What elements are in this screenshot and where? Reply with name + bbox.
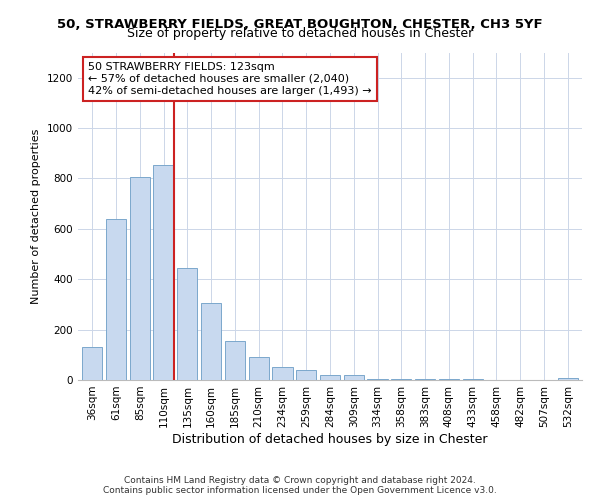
- Text: 50 STRAWBERRY FIELDS: 123sqm
← 57% of detached houses are smaller (2,040)
42% of: 50 STRAWBERRY FIELDS: 123sqm ← 57% of de…: [88, 62, 372, 96]
- Bar: [415, 378, 435, 380]
- Bar: [344, 375, 364, 380]
- Bar: [320, 376, 340, 380]
- Bar: [225, 341, 245, 380]
- Bar: [557, 378, 578, 380]
- Bar: [154, 164, 173, 380]
- Text: Size of property relative to detached houses in Chester: Size of property relative to detached ho…: [127, 28, 473, 40]
- Bar: [177, 268, 197, 380]
- Text: 50, STRAWBERRY FIELDS, GREAT BOUGHTON, CHESTER, CH3 5YF: 50, STRAWBERRY FIELDS, GREAT BOUGHTON, C…: [57, 18, 543, 30]
- Y-axis label: Number of detached properties: Number of detached properties: [31, 128, 41, 304]
- X-axis label: Distribution of detached houses by size in Chester: Distribution of detached houses by size …: [172, 432, 488, 446]
- Bar: [82, 347, 103, 380]
- Bar: [296, 370, 316, 380]
- Bar: [201, 303, 221, 380]
- Bar: [272, 367, 293, 380]
- Bar: [367, 378, 388, 380]
- Bar: [106, 219, 126, 380]
- Bar: [391, 378, 412, 380]
- Bar: [130, 177, 150, 380]
- Text: Contains HM Land Registry data © Crown copyright and database right 2024.
Contai: Contains HM Land Registry data © Crown c…: [103, 476, 497, 495]
- Bar: [248, 357, 269, 380]
